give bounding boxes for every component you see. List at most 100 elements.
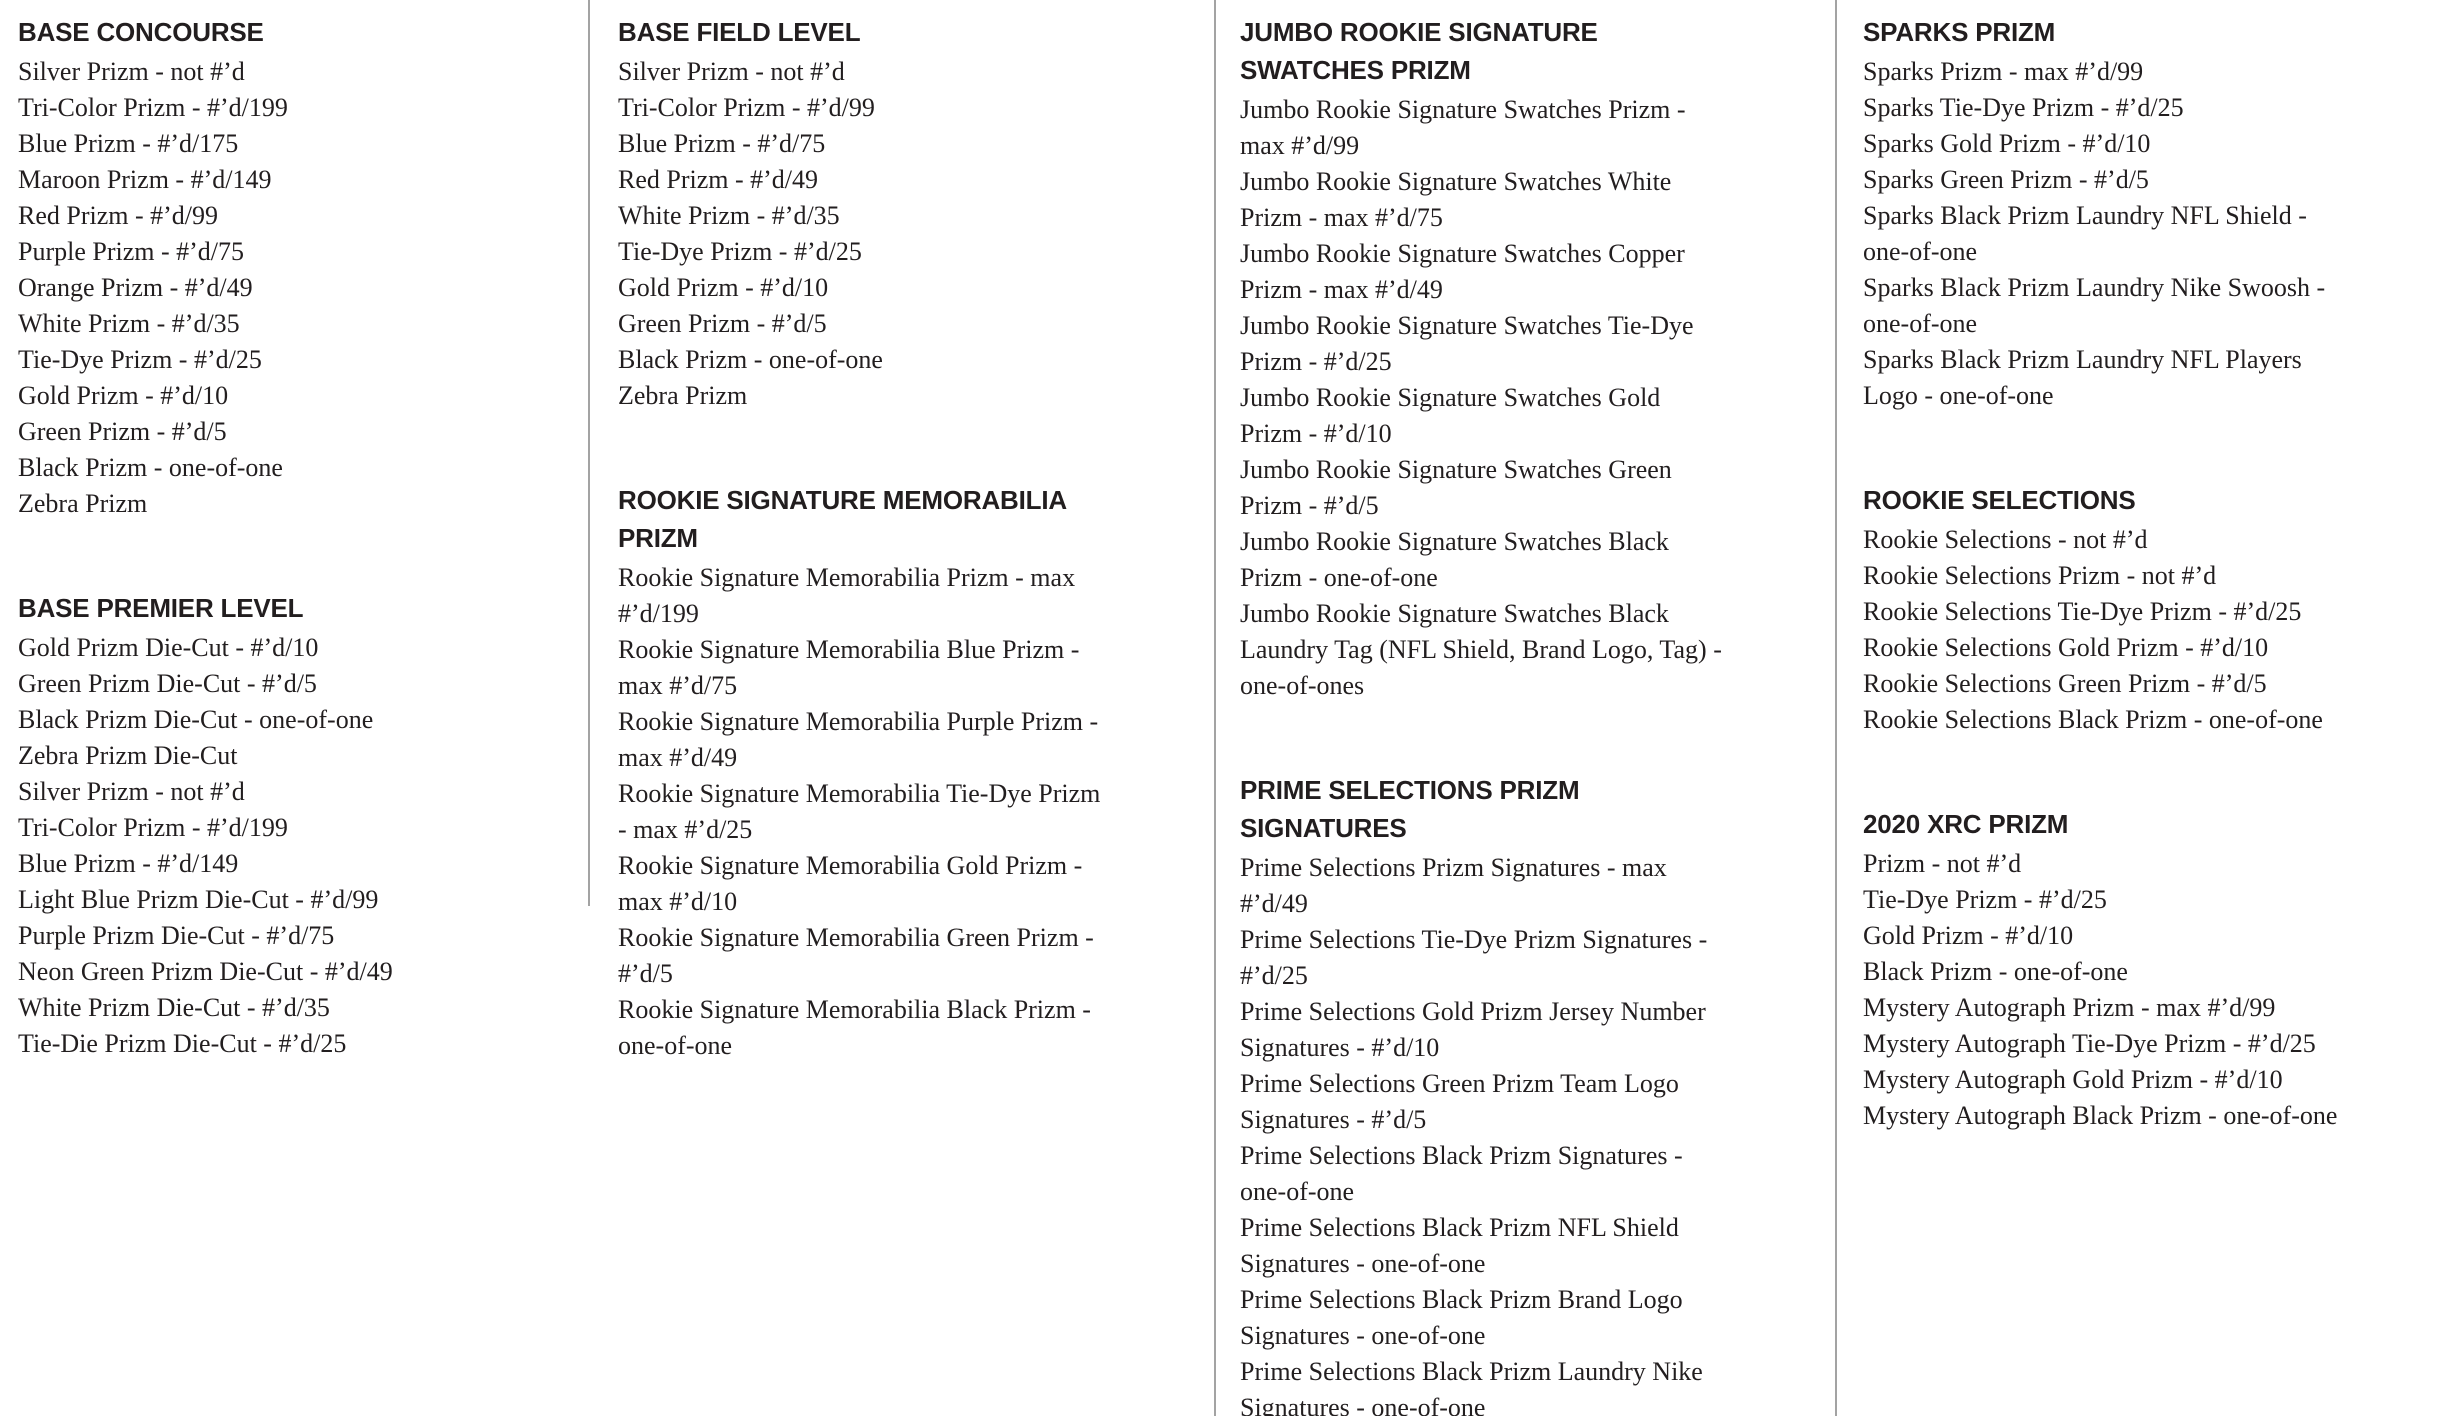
list-item: Maroon Prizm - #’d/149 [18,165,272,194]
list-item: Silver Prizm - not #’d [18,57,245,86]
list-item: Purple Prizm - #’d/75 [18,237,245,266]
list-item: Tie-Dye Prizm - #’d/25 [618,237,862,266]
checklist-section: ROOKIE SELECTIONS Rookie Selections - not… [1863,481,2358,738]
column-divider-2 [1214,0,1216,1416]
list-item: Jumbo Rookie Signature Swatches Tie-Dye … [1240,311,1694,376]
list-item: Prime Selections Tie-Dye Prizm Signature… [1240,925,1708,990]
list-item: Prizm - not #’d [1863,849,2022,878]
list-item: Rookie Selections - not #’d [1863,525,2148,554]
list-item: Jumbo Rookie Signature Swatches Black Pr… [1240,527,1669,592]
list-item: Rookie Signature Memorabilia Purple Priz… [618,707,1099,772]
checklist-section: BASE CONCOURSE Silver Prizm - not #’d Tri-… [18,13,566,522]
section-title: ROOKIE SIGNATURE MEMORABILIA PRIZM [618,485,1066,553]
list-item: Green Prizm Die-Cut - #’d/5 [18,669,317,698]
list-item: Gold Prizm - #’d/10 [618,273,829,302]
section-title: ROOKIE SELECTIONS [1863,485,2136,515]
list-item: White Prizm Die-Cut - #’d/35 [18,993,330,1022]
checklist-section: PRIME SELECTIONS PRIZM SIGNATURES Prime S… [1240,771,1725,1416]
list-item: Prime Selections Black Prizm Laundry Nik… [1240,1357,1703,1416]
list-item: Tie-Dye Prizm - #’d/25 [18,345,262,374]
column-divider-3 [1835,0,1837,1416]
list-item: Green Prizm - #’d/5 [618,309,827,338]
checklist-section: BASE FIELD LEVEL Silver Prizm - not #’d Tr… [618,13,1108,414]
list-item: Mystery Autograph Tie-Dye Prizm - #’d/25 [1863,1029,2316,1058]
list-item: Rookie Selections Prizm - not #’d [1863,561,2217,590]
list-item: Green Prizm - #’d/5 [18,417,227,446]
list-item: Rookie Signature Memorabilia Gold Prizm … [618,851,1083,916]
list-item: Zebra Prizm Die-Cut [18,741,238,770]
list-item: Rookie Signature Memorabilia Black Prizm… [618,995,1091,1060]
list-item: Red Prizm - #’d/99 [18,201,219,230]
list-item: Mystery Autograph Black Prizm - one-of-o… [1863,1101,2338,1130]
list-item: Jumbo Rookie Signature Swatches Black La… [1240,599,1722,700]
list-item: Tri-Color Prizm - #’d/199 [18,813,288,842]
list-item: Gold Prizm Die-Cut - #’d/10 [18,633,319,662]
section-title: SPARKS PRIZM [1863,17,2056,47]
list-item: Zebra Prizm [18,489,148,518]
list-item: Silver Prizm - not #’d [618,57,845,86]
list-item: Prime Selections Black Prizm Signatures … [1240,1141,1683,1206]
list-item: Tie-Dye Prizm - #’d/25 [1863,885,2107,914]
list-item: Jumbo Rookie Signature Swatches Gold Pri… [1240,383,1661,448]
list-item: Neon Green Prizm Die-Cut - #’d/49 [18,957,393,986]
list-item: Gold Prizm - #’d/10 [1863,921,2074,950]
checklist-section: 2020 XRC PRIZM Prizm - not #’d Tie-Dye Pri… [1863,805,2358,1134]
list-item: Black Prizm Die-Cut - one-of-one [18,705,374,734]
list-item: Rookie Selections Gold Prizm - #’d/10 [1863,633,2269,662]
list-item: Light Blue Prizm Die-Cut - #’d/99 [18,885,379,914]
list-item: Rookie Selections Tie-Dye Prizm - #’d/25 [1863,597,2302,626]
list-item: Sparks Black Prizm Laundry NFL Shield - … [1863,201,2307,266]
list-item: Rookie Signature Memorabilia Prizm - max… [618,563,1076,628]
section-title: PRIME SELECTIONS PRIZM SIGNATURES [1240,775,1580,843]
list-item: Blue Prizm - #’d/75 [618,129,826,158]
list-item: Jumbo Rookie Signature Swatches Prizm - … [1240,95,1686,160]
list-item: Red Prizm - #’d/49 [618,165,819,194]
list-item: Prime Selections Green Prizm Team Logo S… [1240,1069,1679,1134]
list-item: White Prizm - #’d/35 [18,309,240,338]
list-item: Jumbo Rookie Signature Swatches White Pr… [1240,167,1672,232]
list-item: Sparks Gold Prizm - #’d/10 [1863,129,2151,158]
checklist-section: BASE PREMIER LEVEL Gold Prizm Die-Cut - #… [18,589,566,1062]
list-item: Sparks Tie-Dye Prizm - #’d/25 [1863,93,2184,122]
checklist-section: ROOKIE SIGNATURE MEMORABILIA PRIZM Rookie… [618,481,1108,1064]
list-item: Tri-Color Prizm - #’d/99 [618,93,875,122]
list-item: Orange Prizm - #’d/49 [18,273,253,302]
column-divider-1 [588,0,590,906]
list-item: White Prizm - #’d/35 [618,201,840,230]
list-item: Jumbo Rookie Signature Swatches Green Pr… [1240,455,1672,520]
list-item: Silver Prizm - not #’d [18,777,245,806]
section-title: 2020 XRC PRIZM [1863,809,2069,839]
list-item: Sparks Prizm - max #’d/99 [1863,57,2144,86]
list-item: Rookie Signature Memorabilia Green Prizm… [618,923,1094,988]
checklist-section: JUMBO ROOKIE SIGNATURE SWATCHES PRIZM Jum… [1240,13,1725,704]
list-item: Black Prizm - one-of-one [618,345,883,374]
list-item: Blue Prizm - #’d/175 [18,129,239,158]
list-item: Sparks Black Prizm Laundry Nike Swoosh -… [1863,273,2326,338]
list-item: Prime Selections Gold Prizm Jersey Numbe… [1240,997,1706,1062]
list-item: Tri-Color Prizm - #’d/199 [18,93,288,122]
list-item: Rookie Selections Green Prizm - #’d/5 [1863,669,2267,698]
list-item: Mystery Autograph Prizm - max #’d/99 [1863,993,2276,1022]
column-1: BASE CONCOURSE Silver Prizm - not #’d Tri-… [18,0,566,1062]
list-item: Tie-Die Prizm Die-Cut - #’d/25 [18,1029,347,1058]
list-item: Prime Selections Black Prizm Brand Logo … [1240,1285,1683,1350]
checklist-section: SPARKS PRIZM Sparks Prizm - max #’d/99 Spa… [1863,13,2358,414]
list-item: Rookie Signature Memorabilia Blue Prizm … [618,635,1080,700]
list-item: Black Prizm - one-of-one [18,453,283,482]
list-item: Purple Prizm Die-Cut - #’d/75 [18,921,335,950]
list-item: Rookie Selections Black Prizm - one-of-o… [1863,705,2323,734]
column-3: JUMBO ROOKIE SIGNATURE SWATCHES PRIZM Jum… [1240,0,1725,1416]
list-item: Sparks Green Prizm - #’d/5 [1863,165,2149,194]
list-item: Mystery Autograph Gold Prizm - #’d/10 [1863,1065,2283,1094]
section-title: BASE FIELD LEVEL [618,17,861,47]
list-item: Gold Prizm - #’d/10 [18,381,229,410]
list-item: Prime Selections Black Prizm NFL Shield … [1240,1213,1679,1278]
section-title: BASE CONCOURSE [18,17,264,47]
list-item: Blue Prizm - #’d/149 [18,849,239,878]
list-item: Prime Selections Prizm Signatures - max … [1240,853,1667,918]
column-2: BASE FIELD LEVEL Silver Prizm - not #’d Tr… [618,0,1108,1064]
section-title: BASE PREMIER LEVEL [18,593,304,623]
column-4: SPARKS PRIZM Sparks Prizm - max #’d/99 Spa… [1863,0,2358,1134]
list-item: Black Prizm - one-of-one [1863,957,2128,986]
